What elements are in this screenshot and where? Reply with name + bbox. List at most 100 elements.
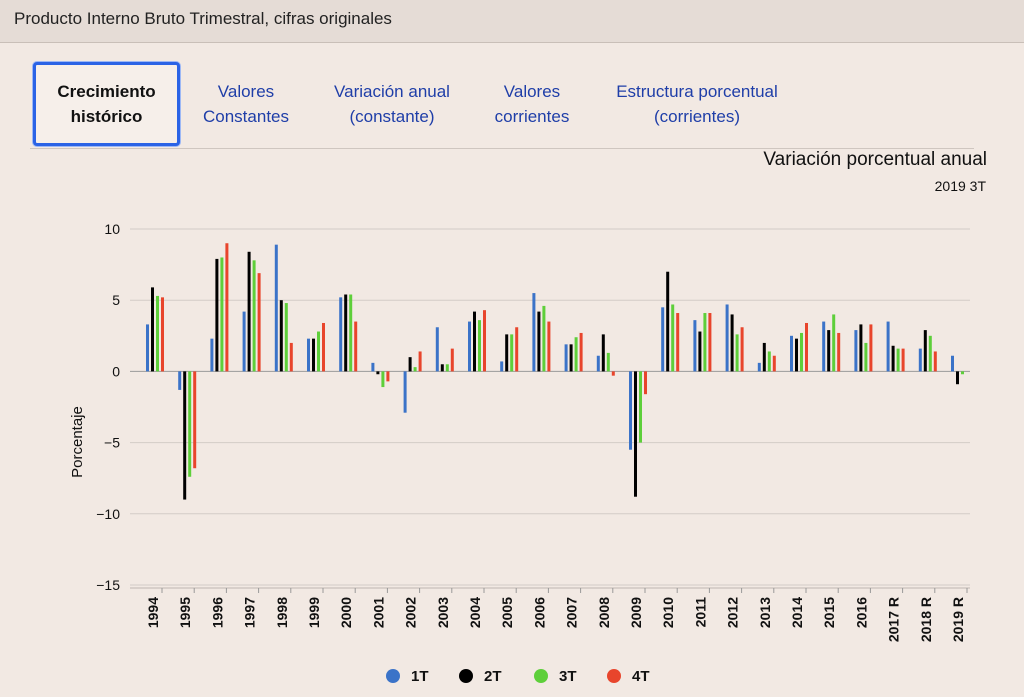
tab-label-line1: Valores [217,82,275,101]
tab-bar: Crecimiento histórico Valores Constantes V… [30,62,974,149]
x-tick-label: 2014 [789,597,805,628]
bar [210,338,214,372]
bar [730,314,734,372]
bar [349,294,353,372]
y-tick-label: 5 [112,292,120,308]
bar [606,352,610,372]
bar [450,348,454,372]
bar [569,344,573,372]
bar [891,345,895,372]
legend-label: 4T [632,668,650,685]
tab-valores-constantes[interactable]: Valores Constantes [186,62,306,146]
bar [676,313,680,372]
bar [322,322,325,372]
bar [703,313,707,372]
x-tick-label: 2017 R [886,597,902,642]
bar [859,324,863,372]
tab-estructura-porcentual[interactable]: Estructura porcentual (corrientes) [596,62,798,146]
bar [257,273,261,372]
bar [215,258,219,372]
x-tick-label: 2012 [725,597,741,628]
legend-marker [607,669,621,683]
x-tick-label: 2001 [370,597,386,628]
y-tick-label: −5 [104,435,120,451]
window-title: Producto Interno Bruto Trimestral, cifra… [14,9,392,28]
bar [317,331,320,372]
y-tick-label: 0 [112,363,120,379]
bar [869,324,873,372]
bar [371,362,375,372]
bar [418,351,422,372]
tab-label-line2: histórico [70,107,143,126]
bar [671,304,675,372]
bar [772,355,776,372]
tab-crecimiento-historico[interactable]: Crecimiento histórico [33,62,180,146]
x-tick-label: 2004 [467,597,483,628]
bar [886,321,890,372]
bar [961,371,964,375]
bar [827,330,831,372]
x-tick-label: 2011 [692,597,708,628]
bar [247,251,251,372]
x-tick-label: 2002 [403,597,419,628]
bar [381,371,385,388]
y-axis-label: Porcentaje [69,406,86,478]
x-tick-label: 2015 [821,597,837,628]
bar [500,361,504,372]
bar [289,342,293,372]
x-tick-label: 2008 [596,597,612,628]
bar [532,293,536,372]
x-tick-label: 1994 [145,597,161,628]
x-tick-label: 2009 [628,597,644,628]
bar [661,307,665,372]
x-tick-label: 2019 R [950,597,966,642]
bar [284,303,288,372]
bar [515,327,519,372]
y-tick-label: −10 [96,506,120,522]
bar [161,297,164,372]
bar [923,330,927,372]
bar [564,344,568,372]
bar [832,314,836,372]
bar [435,327,439,372]
bar [468,321,471,372]
legend-marker [459,669,473,683]
bar [146,324,149,372]
x-tick-label: 1996 [209,597,225,628]
bar [473,311,476,372]
x-tick-label: 2010 [660,597,676,628]
bar [542,305,546,372]
tab-label-line2: Constantes [203,107,289,126]
bar [822,321,826,372]
bar [344,294,348,372]
legend-marker [386,669,400,683]
bar [505,334,509,372]
chart-title: Variación porcentual anual [763,149,987,170]
bar [339,297,343,372]
bar [193,371,197,469]
tab-valores-corrientes[interactable]: Valores corrientes [478,62,586,146]
bar [918,348,922,372]
x-tick-label: 1997 [242,597,258,628]
x-tick-label: 1998 [274,597,290,628]
bar [901,348,905,372]
bar [574,337,578,372]
legend-label: 2T [484,668,502,685]
bar [242,311,246,372]
bar [805,322,808,372]
bar [596,355,600,372]
bar [740,327,744,372]
y-tick-label: 10 [104,221,120,237]
bar [440,364,444,372]
tab-variacion-anual[interactable]: Variación anual (constante) [316,62,468,146]
bar [762,342,766,372]
bar [629,371,632,450]
bar [698,331,702,372]
bar [403,371,407,413]
bar [354,321,358,372]
bar [445,364,449,372]
bar [864,342,868,372]
bar [644,371,647,395]
bar [220,257,224,372]
